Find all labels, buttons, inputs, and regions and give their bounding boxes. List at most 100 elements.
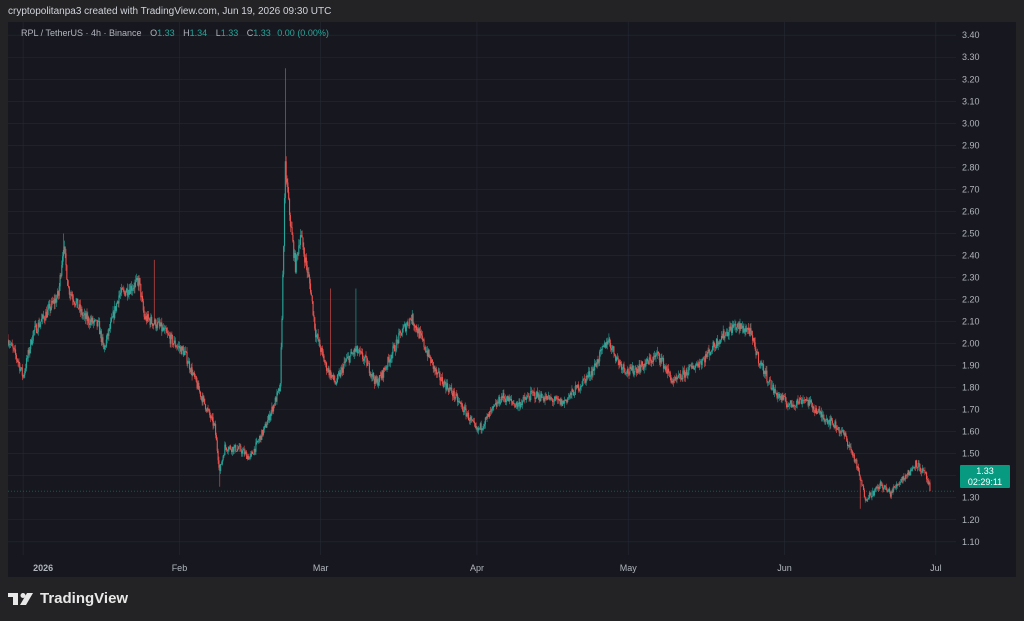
candle-body	[548, 395, 550, 400]
candle-body	[754, 342, 756, 350]
candle-body	[375, 376, 377, 383]
candle-body	[392, 346, 394, 354]
candle-body	[655, 354, 657, 358]
candle-body	[215, 435, 217, 441]
candle-body	[561, 399, 563, 406]
candle-body	[680, 377, 682, 379]
candle-body	[315, 334, 317, 338]
candle-body	[592, 368, 594, 376]
candle-body	[825, 420, 827, 421]
candle-body	[809, 399, 811, 403]
candle-body	[209, 415, 212, 419]
candle-body	[304, 257, 307, 263]
candle-body	[665, 366, 667, 371]
candle-body	[39, 324, 41, 327]
candle-body	[323, 355, 325, 362]
candle-body	[300, 235, 302, 236]
candle-body	[551, 398, 553, 400]
candle-body	[217, 450, 219, 461]
candle-body	[362, 352, 364, 359]
chart-panel[interactable]: 3.40 3.30 3.20 3.10 3.00 2.90 2.80 2.70 2.60 2.50…	[8, 22, 1016, 577]
candle-body	[232, 446, 234, 452]
candle-body	[372, 372, 374, 377]
candle-body	[71, 294, 73, 297]
candle-body	[258, 438, 260, 442]
candle-body	[705, 354, 707, 358]
candle-body	[494, 404, 496, 407]
candle-body	[263, 425, 265, 430]
candle-body	[287, 182, 289, 193]
candle-body	[921, 468, 923, 473]
candle-body	[9, 344, 11, 345]
candle-body	[589, 376, 591, 378]
candle-body	[170, 334, 172, 344]
candle-body	[136, 277, 138, 281]
candle-body	[529, 398, 531, 400]
candle-body	[874, 488, 876, 491]
candle-body	[573, 394, 575, 396]
candle-body	[308, 272, 310, 277]
candle-body	[321, 348, 323, 352]
candle-body	[678, 374, 681, 375]
symbol-label[interactable]: RPL / TetherUS · 4h · Binance	[21, 28, 142, 38]
candle-body	[762, 364, 764, 366]
candle-body	[328, 368, 330, 376]
time-tick-label: Jul	[930, 563, 942, 573]
candle-body	[765, 370, 767, 375]
candle-body	[873, 490, 876, 496]
candle-body	[152, 323, 154, 326]
candle-body	[632, 365, 634, 375]
candle-body	[266, 424, 268, 428]
candle-body	[926, 479, 928, 481]
candle-body	[334, 380, 336, 383]
candle-body	[828, 419, 830, 422]
candle-body	[834, 421, 836, 428]
candle-body	[595, 365, 597, 367]
candle-body	[52, 300, 54, 303]
candle-body	[813, 406, 815, 411]
candle-body	[397, 340, 399, 344]
candle-body	[910, 469, 912, 476]
price-chart[interactable]: 3.40 3.30 3.20 3.10 3.00 2.90 2.80 2.70 2.60 2.50…	[8, 22, 1016, 577]
candle-body	[649, 357, 651, 359]
candle-body	[167, 333, 170, 335]
candle-body	[819, 409, 821, 414]
candle-body	[249, 455, 251, 458]
candle-body	[858, 470, 860, 476]
candle-body	[647, 358, 649, 362]
candle-body	[532, 391, 534, 393]
candle-body	[706, 353, 708, 358]
candle-body	[475, 425, 477, 429]
candle-body	[36, 331, 38, 334]
close-value: 1.33	[253, 28, 271, 38]
candle-body	[398, 332, 400, 344]
candle-body	[891, 491, 893, 493]
candle-body	[314, 317, 316, 329]
candle-body	[47, 306, 49, 310]
tradingview-wordmark[interactable]: TradingView	[40, 590, 129, 607]
candle-body	[18, 361, 20, 364]
candle-body	[118, 295, 120, 304]
candle-body	[438, 371, 440, 373]
candle-body	[577, 384, 579, 388]
candle-body	[389, 358, 391, 363]
candle-body	[836, 428, 839, 430]
candle-body	[747, 327, 749, 331]
candle-body	[909, 475, 911, 476]
candle-body	[644, 363, 646, 367]
candle-body	[701, 360, 703, 365]
bar-countdown: 02:29:11	[967, 477, 1003, 487]
low-value: 1.33	[220, 28, 239, 38]
candle-body	[391, 353, 393, 359]
candle-body	[109, 321, 112, 329]
candle-body	[41, 318, 43, 322]
candle-body	[20, 368, 22, 371]
candle-body	[44, 319, 46, 321]
candle-body	[78, 308, 80, 309]
candle-body	[426, 351, 428, 357]
candle-body	[827, 421, 829, 424]
candle-body	[63, 246, 65, 250]
candle-body	[35, 324, 37, 326]
candle-body	[851, 449, 853, 452]
